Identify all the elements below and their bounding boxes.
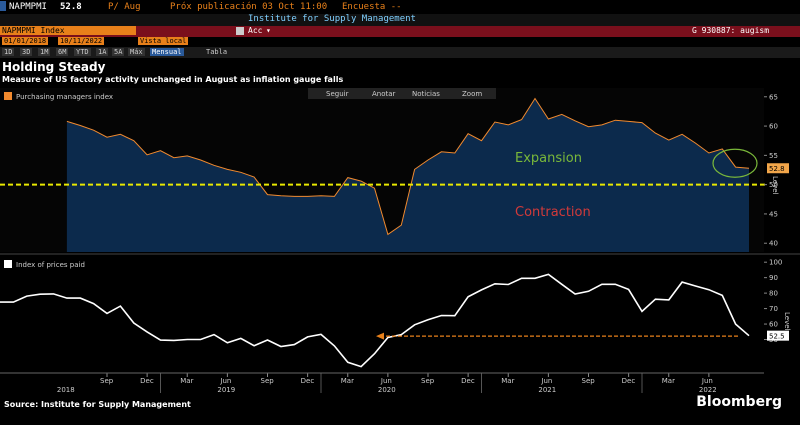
tool-anotar[interactable]: Anotar	[372, 90, 396, 98]
survey-label: Encuesta --	[342, 2, 402, 12]
pmi-ylabel: Level	[771, 176, 779, 195]
period-1a[interactable]: 1A	[96, 48, 109, 56]
x-tick-label: Sep	[100, 377, 114, 385]
period-5a[interactable]: 5A	[112, 48, 125, 56]
period-row: 1D 3D 1M 6M YTD 1A 5A Máx Mensual Tabla	[0, 47, 800, 58]
end-date-field[interactable]: 10/11/2022	[58, 37, 105, 45]
x-tick-label: Jun	[380, 377, 392, 385]
x-tick-label: Dec	[301, 377, 315, 385]
pmi-current-value: 52.8	[769, 165, 785, 173]
period-6m[interactable]: 6M	[56, 48, 69, 56]
pmi-ytick: 45	[769, 210, 778, 218]
tool-seguir[interactable]: Seguir	[326, 90, 349, 98]
pmi-area	[66, 98, 749, 252]
current-reading-ellipse	[712, 148, 758, 178]
x-tick-label: Mar	[662, 377, 675, 385]
x-tick-label: Mar	[180, 377, 193, 385]
tool-zoom[interactable]: Zoom	[462, 90, 482, 98]
x-tick-label: Dec	[140, 377, 154, 385]
function-row: Institute for Supply Management	[0, 14, 800, 26]
toolbar: NAPMPMI Index Acc ▾ G 930887: augism	[0, 26, 800, 37]
period-max[interactable]: Máx	[128, 48, 145, 56]
table-button[interactable]: Tabla	[206, 48, 228, 56]
security-header: NAPMPMI 52.8 P/ Aug Próx publicación 03 …	[0, 0, 800, 14]
x-axis: Sep Dec Mar Jun Sep Dec Mar Jun Sep Dec Mar Jun Sep D…	[0, 372, 764, 394]
page-id: G 930887: augism	[692, 26, 770, 35]
chart-title: Holding Steady	[2, 60, 106, 74]
x-tick-label: Sep	[421, 377, 435, 385]
prices-ylabel: Level	[783, 312, 791, 331]
trend-arrow	[376, 332, 738, 340]
prices-legend-label: Index of prices paid	[16, 261, 85, 269]
x-year-label: 2018	[57, 386, 75, 394]
panel-toolbar: Seguir Anotar Noticias Zoom	[308, 88, 496, 99]
pmi-ytick: 55	[769, 152, 778, 160]
x-tick-label: Dec	[622, 377, 636, 385]
header-value: 52.8	[60, 2, 82, 12]
pmi-legend-label: Purchasing managers index	[16, 93, 113, 101]
header-marker	[0, 1, 6, 11]
header-ticker: NAPMPMI	[9, 2, 47, 12]
view-field[interactable]: Vista local	[138, 37, 189, 45]
x-year-label: 2022	[699, 386, 717, 394]
pmi-ytick: 50	[769, 181, 778, 189]
start-date-field[interactable]: 01/01/2018	[2, 37, 49, 45]
tool-noticias[interactable]: Noticias	[412, 90, 440, 98]
x-year-label: 2021	[538, 386, 556, 394]
contraction-label: Contraction	[515, 205, 591, 220]
header-source: Institute for Supply Management	[248, 14, 416, 24]
next-release: Próx publicación 03 Oct 11:00	[170, 2, 328, 12]
bottom-strip	[0, 414, 800, 425]
pmi-y-axis: 40 45 50 55 60 65 52.8	[764, 93, 789, 248]
period-monthly[interactable]: Mensual	[150, 48, 184, 56]
action-icon[interactable]	[236, 27, 244, 35]
header-period: P/ Aug	[108, 2, 141, 12]
x-tick-label: Sep	[582, 377, 596, 385]
prices-ytick: 100	[769, 259, 782, 267]
prices-legend-swatch	[4, 260, 12, 268]
pmi-ytick: 40	[769, 240, 778, 248]
x-tick-label: Sep	[261, 377, 275, 385]
prices-current-value: 52.5	[769, 333, 785, 341]
prices-ytick: 60	[769, 321, 778, 329]
pmi-ytick: 65	[769, 93, 778, 101]
bloomberg-logo: Bloomberg	[696, 394, 782, 410]
chevron-down-icon[interactable]: ▾	[266, 26, 271, 35]
pmi-current-badge	[767, 163, 789, 174]
pmi-legend-swatch	[4, 92, 12, 100]
period-1d[interactable]: 1D	[2, 48, 15, 56]
prices-current-badge	[767, 330, 789, 341]
actions-menu[interactable]: Acc	[248, 26, 263, 35]
period-3d[interactable]: 3D	[20, 48, 33, 56]
x-tick-label: Mar	[341, 377, 354, 385]
prices-y-axis: 506070809010052.5	[764, 259, 789, 344]
prices-line	[0, 273, 750, 368]
date-range-row: 01/01/2018 10/11/2022 Vista local	[0, 37, 800, 47]
x-tick-label: Jun	[219, 377, 231, 385]
x-tick-label: Dec	[461, 377, 475, 385]
pmi-line	[66, 97, 750, 236]
source-note: Source: Institute for Supply Management	[4, 400, 191, 409]
arrow-head	[376, 332, 384, 340]
x-tick-label: Jun	[540, 377, 552, 385]
x-tick-label: Jun	[701, 377, 713, 385]
chart-subtitle: Measure of US factory activity unchanged…	[2, 75, 344, 84]
expansion-label: Expansion	[515, 151, 582, 166]
x-year-label: 2020	[378, 386, 396, 394]
prices-ytick: 80	[769, 290, 778, 298]
pmi-ytick: 60	[769, 123, 778, 131]
prices-ytick: 70	[769, 305, 778, 313]
x-tick-label: Mar	[501, 377, 514, 385]
period-1m[interactable]: 1M	[38, 48, 51, 56]
period-ytd[interactable]: YTD	[74, 48, 91, 56]
x-year-label: 2019	[217, 386, 235, 394]
security-field[interactable]: NAPMPMI Index	[0, 26, 136, 35]
prices-ytick: 90	[769, 274, 778, 282]
